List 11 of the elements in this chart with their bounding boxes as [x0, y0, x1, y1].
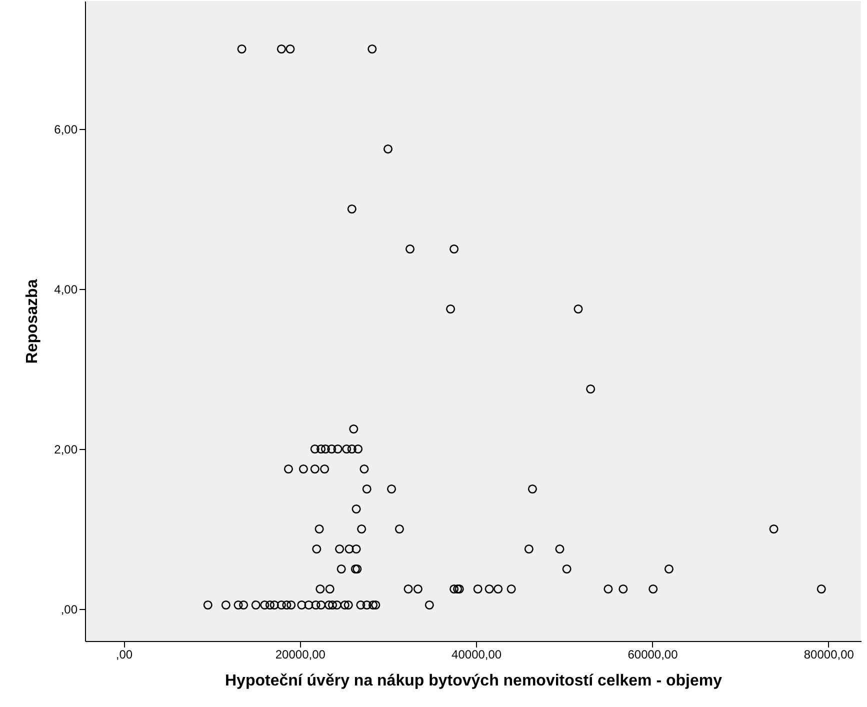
- x-tick-label: ,00: [116, 648, 133, 662]
- y-tick-label: 4,00: [54, 282, 78, 296]
- y-tick-label: ,00: [60, 602, 78, 616]
- x-tick-label: 80000,00: [804, 648, 854, 662]
- y-axis-title: Reposazba: [24, 279, 42, 364]
- x-tick-label: 40000,00: [452, 648, 502, 662]
- x-tick-label: 60000,00: [628, 648, 678, 662]
- x-tick-label: 20000,00: [275, 648, 326, 662]
- y-tick-label: 2,00: [54, 442, 78, 456]
- y-tick-label: 6,00: [54, 122, 78, 136]
- x-axis-title: Hypoteční úvěry na nákup bytových nemovitostí celkem - objemy: [224, 672, 722, 690]
